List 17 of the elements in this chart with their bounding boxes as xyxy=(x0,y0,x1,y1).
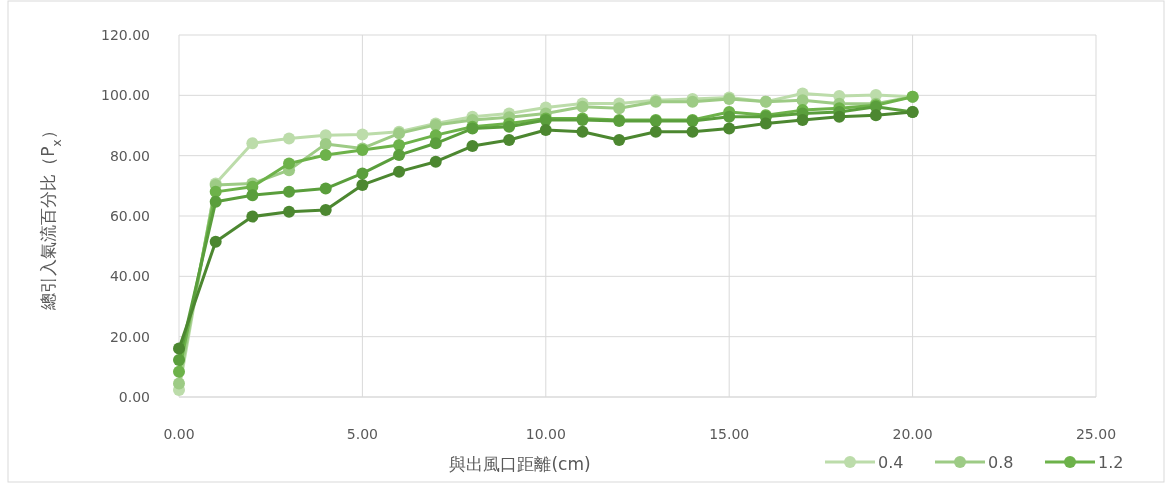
legend-label: 1.2 xyxy=(1098,453,1124,472)
x-axis-title: 與出風口距離(cm) xyxy=(449,454,591,474)
y-tick-label: 60.00 xyxy=(109,208,150,224)
x-tick-label: 0.00 xyxy=(163,426,195,442)
x-tick-label: 10.00 xyxy=(525,426,566,442)
x-tick-label: 25.00 xyxy=(1075,426,1117,442)
y-tick-label: 0.00 xyxy=(118,389,150,405)
legend-label: 0.4 xyxy=(878,453,904,472)
y-tick-label: 20.00 xyxy=(109,328,150,345)
x-tick-label: 15.00 xyxy=(709,426,750,442)
y-tick-label: 80.00 xyxy=(109,147,150,164)
y-tick-label: 40.00 xyxy=(109,268,150,285)
legend-label: 0.8 xyxy=(988,453,1014,472)
x-tick-label: 20.00 xyxy=(892,426,933,442)
y-tick-label: 120.00 xyxy=(101,27,150,43)
x-tick-label: 5.00 xyxy=(346,426,378,442)
y-tick-label: 100.00 xyxy=(101,87,150,104)
